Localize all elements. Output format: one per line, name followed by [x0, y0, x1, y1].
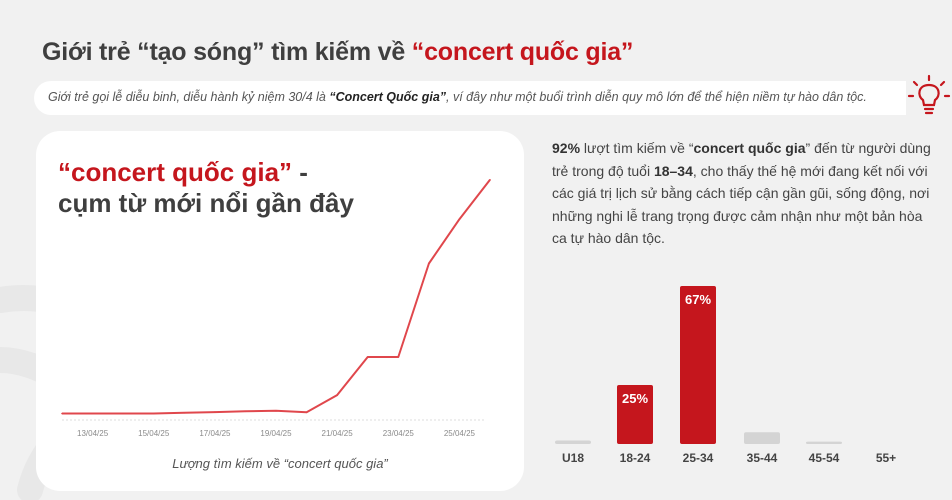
- card-title-line2: cụm từ mới nổi gần đây: [58, 188, 354, 218]
- trend-card: [36, 131, 524, 491]
- search-trend-point: [397, 356, 400, 358]
- x-tick-label: 15/04/25: [138, 429, 170, 438]
- card-title: “concert quốc gia” - cụm từ mới nổi gần …: [58, 157, 354, 219]
- subtitle-bar: [34, 81, 906, 115]
- line-chart-caption: Lượng tìm kiếm về “concert quốc gia”: [172, 456, 388, 471]
- search-trend-point: [458, 218, 461, 220]
- bar-45-54: [806, 441, 842, 444]
- search-trend-point: [336, 394, 338, 396]
- lightbulb-icon: [907, 74, 951, 115]
- bar-25-34: [680, 286, 716, 444]
- bar-35-44: [744, 432, 780, 444]
- card-title-suffix: -: [292, 157, 308, 187]
- x-tick-label: 23/04/25: [383, 429, 415, 438]
- insight-age: 18–34: [653, 162, 693, 179]
- search-trend-point: [489, 179, 491, 181]
- x-tick-label: 17/04/25: [199, 429, 231, 438]
- insight-text-1: lượt tìm kiếm về “: [580, 140, 694, 156]
- title-prefix: Giới trẻ “tạo sóng” tìm kiếm về: [42, 38, 412, 66]
- search-trend-point: [244, 410, 247, 413]
- x-tick-label: 25/04/25: [444, 429, 476, 438]
- title-highlight: “concert quốc gia”: [411, 38, 634, 66]
- insight-text-3: , cho thấy thế hệ mới đang kết nối với c…: [552, 162, 930, 247]
- category-label: 18-24: [620, 451, 651, 465]
- category-label: 45-54: [809, 451, 840, 465]
- page-title: Giới trẻ “tạo sóng” tìm kiếm về “concert…: [42, 38, 633, 67]
- insight-percent: 92%: [552, 140, 581, 156]
- category-label: 55+: [876, 451, 896, 465]
- category-label: 35-44: [747, 451, 778, 465]
- subtitle-bold: “Concert Quốc gia”: [329, 90, 447, 104]
- search-trend-point: [214, 411, 216, 413]
- search-trend-point: [305, 411, 308, 414]
- card-title-highlight: “concert quốc gia”: [58, 157, 293, 187]
- subtitle-after: , ví đây như một buổi trình diễn quy mô …: [446, 90, 867, 104]
- x-tick-label: 13/04/25: [77, 429, 109, 438]
- bar-18-24: [617, 385, 653, 444]
- insight-text-2: ” đến từ người dùng trẻ trong độ tuổi: [552, 140, 931, 179]
- search-trend-point: [91, 412, 94, 415]
- category-label: 25-34: [683, 451, 714, 465]
- category-label: U18: [562, 451, 584, 465]
- x-tick-label: 21/04/25: [322, 429, 354, 438]
- subtitle-text: Giới trẻ gọi lễ diễu binh, diễu hành kỷ …: [48, 90, 908, 104]
- subtitle-before: Giới trẻ gọi lễ diễu binh, diễu hành kỷ …: [48, 90, 330, 104]
- search-trend-point: [183, 412, 186, 414]
- search-trend-point: [152, 412, 155, 415]
- search-trend-point: [275, 410, 277, 412]
- x-tick-label: 19/04/25: [260, 429, 292, 438]
- bar-value-label: 25%: [622, 391, 648, 406]
- insight-keyword: concert quốc gia: [693, 140, 806, 156]
- bar-U18: [555, 440, 591, 444]
- search-trend-point: [366, 356, 369, 358]
- bar-value-label: 67%: [685, 292, 711, 307]
- search-trend-point: [61, 412, 63, 415]
- search-trend-point: [428, 262, 430, 265]
- insight-paragraph: 92% lượt tìm kiếm về “concert quốc gia” …: [552, 137, 932, 250]
- search-trend-point: [122, 412, 124, 415]
